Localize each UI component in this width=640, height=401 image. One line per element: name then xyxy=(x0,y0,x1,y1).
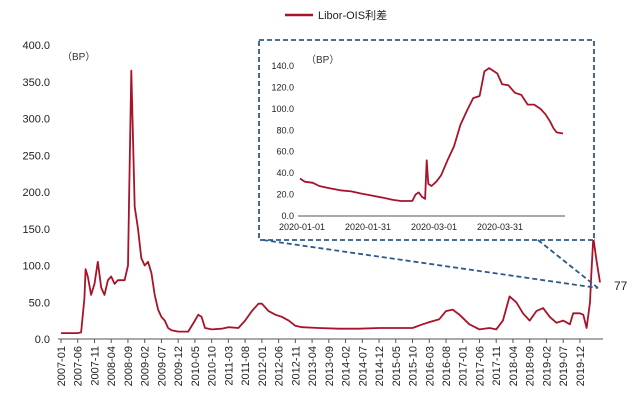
x-tick-label: 2016-03 xyxy=(424,346,436,386)
zoom-connector-top xyxy=(537,239,599,289)
x-tick-label: 2012-01 xyxy=(257,346,269,386)
x-tick-label: 2011-08 xyxy=(240,346,252,386)
main-unit-label: （BP） xyxy=(62,51,95,63)
main-series-line xyxy=(61,69,601,334)
x-tick-label: 2007-01 xyxy=(56,346,68,386)
inset-x-tick-label: 2020-01-31 xyxy=(345,222,391,232)
inset-y-tick-label: 60.0 xyxy=(276,147,294,157)
y-tick-label: 50.0 xyxy=(29,297,50,309)
inset-y-tick-label: 120.0 xyxy=(271,82,294,92)
inset-y-tick-label: 80.0 xyxy=(276,125,294,135)
x-tick-label: 2013-09 xyxy=(324,346,336,386)
main-x-ticks: 2007-01 2007-06 2007-11 2008-04 2008-09 2009-… xyxy=(56,339,587,386)
x-tick-label: 2012-06 xyxy=(274,346,286,386)
inset-series-line xyxy=(299,67,564,202)
x-tick-label: 2007-06 xyxy=(73,346,85,386)
x-tick-label: 2017-01 xyxy=(458,346,470,386)
inset-frame xyxy=(258,39,595,241)
zoom-connector-bottom xyxy=(262,239,599,289)
y-tick-label: 0.0 xyxy=(35,334,50,346)
x-tick-label: 2015-10 xyxy=(408,346,420,386)
y-tick-label: 200.0 xyxy=(22,187,50,199)
x-tick-label: 2016-08 xyxy=(441,346,453,386)
x-tick-label: 2014-07 xyxy=(357,346,369,386)
y-tick-label: 350.0 xyxy=(22,77,50,89)
y-tick-label: 250.0 xyxy=(22,150,50,162)
legend: Libor-OIS利差 xyxy=(285,8,387,22)
end-value-label: 77 xyxy=(614,279,628,293)
inset-x-ticks: 2020-01-01 2020-01-31 2020-03-01 2020-03-31 xyxy=(279,222,523,232)
inset-y-tick-label: 20.0 xyxy=(276,190,294,200)
y-tick-label: 100.0 xyxy=(22,261,50,273)
x-tick-label: 2010-10 xyxy=(207,346,219,386)
inset-x-tick-label: 2020-03-31 xyxy=(477,222,523,232)
legend-label: Libor-OIS利差 xyxy=(318,8,387,22)
x-tick-label: 2009-07 xyxy=(156,346,168,386)
inset-y-tick-label: 100.0 xyxy=(271,104,294,114)
x-tick-label: 2008-09 xyxy=(123,346,135,386)
inset-unit-label: （BP） xyxy=(306,54,339,66)
x-tick-label: 2019-12 xyxy=(575,346,587,386)
inset-x-tick-label: 2020-03-01 xyxy=(411,222,457,232)
x-tick-label: 2009-12 xyxy=(173,346,185,386)
inset-y-tick-label: 40.0 xyxy=(276,168,294,178)
x-tick-label: 2018-09 xyxy=(525,346,537,386)
x-tick-label: 2017-11 xyxy=(491,346,503,386)
x-tick-label: 2010-05 xyxy=(190,346,202,386)
inset-y-tick-label: 0.0 xyxy=(281,211,294,221)
inset-y-tick-label: 140.0 xyxy=(271,61,294,71)
x-tick-label: 2014-02 xyxy=(341,346,353,386)
inset-y-ticks: 0.0 20.0 40.0 60.0 80.0 100.0 120.0 140.0 xyxy=(271,61,294,221)
x-tick-label: 2012-11 xyxy=(290,346,302,386)
x-tick-label: 2009-02 xyxy=(140,346,152,386)
y-tick-label: 300.0 xyxy=(22,114,50,126)
x-tick-label: 2015-05 xyxy=(391,346,403,386)
y-tick-label: 400.0 xyxy=(22,40,50,52)
x-tick-label: 2018-04 xyxy=(508,346,520,386)
x-tick-label: 2014-12 xyxy=(374,346,386,386)
inset-x-tick-label: 2020-01-01 xyxy=(279,222,325,232)
main-y-ticks: 0.0 50.0 100.0 150.0 200.0 250.0 300.0 350.0 400… xyxy=(22,40,50,346)
x-tick-label: 2019-02 xyxy=(541,346,553,386)
x-tick-label: 2019-07 xyxy=(558,346,570,386)
x-tick-label: 2013-04 xyxy=(307,346,319,386)
x-tick-label: 2008-04 xyxy=(106,346,118,386)
x-tick-label: 2017-06 xyxy=(474,346,486,386)
x-tick-label: 2011-03 xyxy=(223,346,235,386)
x-tick-label: 2007-11 xyxy=(89,346,101,386)
y-tick-label: 150.0 xyxy=(22,224,50,236)
